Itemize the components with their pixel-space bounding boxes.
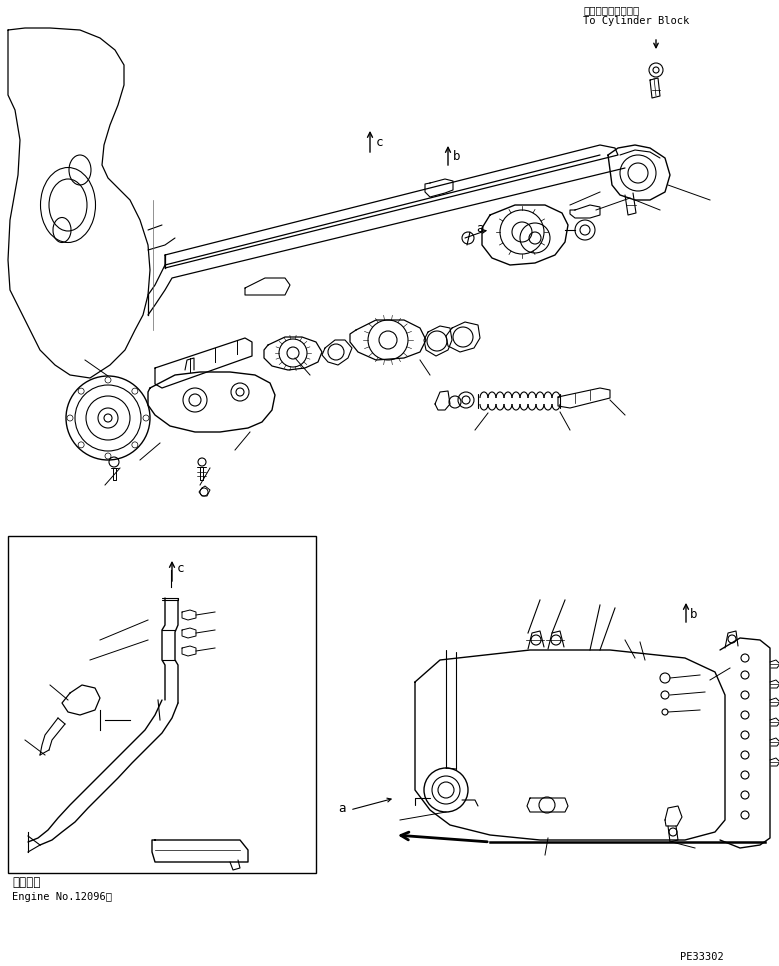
Text: シリンダブロックへ: シリンダブロックへ [583, 5, 640, 15]
Text: c: c [177, 562, 185, 576]
Text: Engine No.12096～: Engine No.12096～ [12, 892, 112, 902]
Text: 適用号機: 適用号機 [12, 875, 41, 889]
Text: PE33302: PE33302 [680, 952, 724, 962]
Text: b: b [690, 608, 697, 620]
Bar [8, 536, 316, 873]
Text: a: a [476, 221, 484, 235]
Text: a: a [338, 802, 346, 814]
Text: c: c [376, 136, 383, 150]
Text: b: b [453, 151, 460, 163]
Text: To Cylinder Block: To Cylinder Block [583, 16, 689, 26]
